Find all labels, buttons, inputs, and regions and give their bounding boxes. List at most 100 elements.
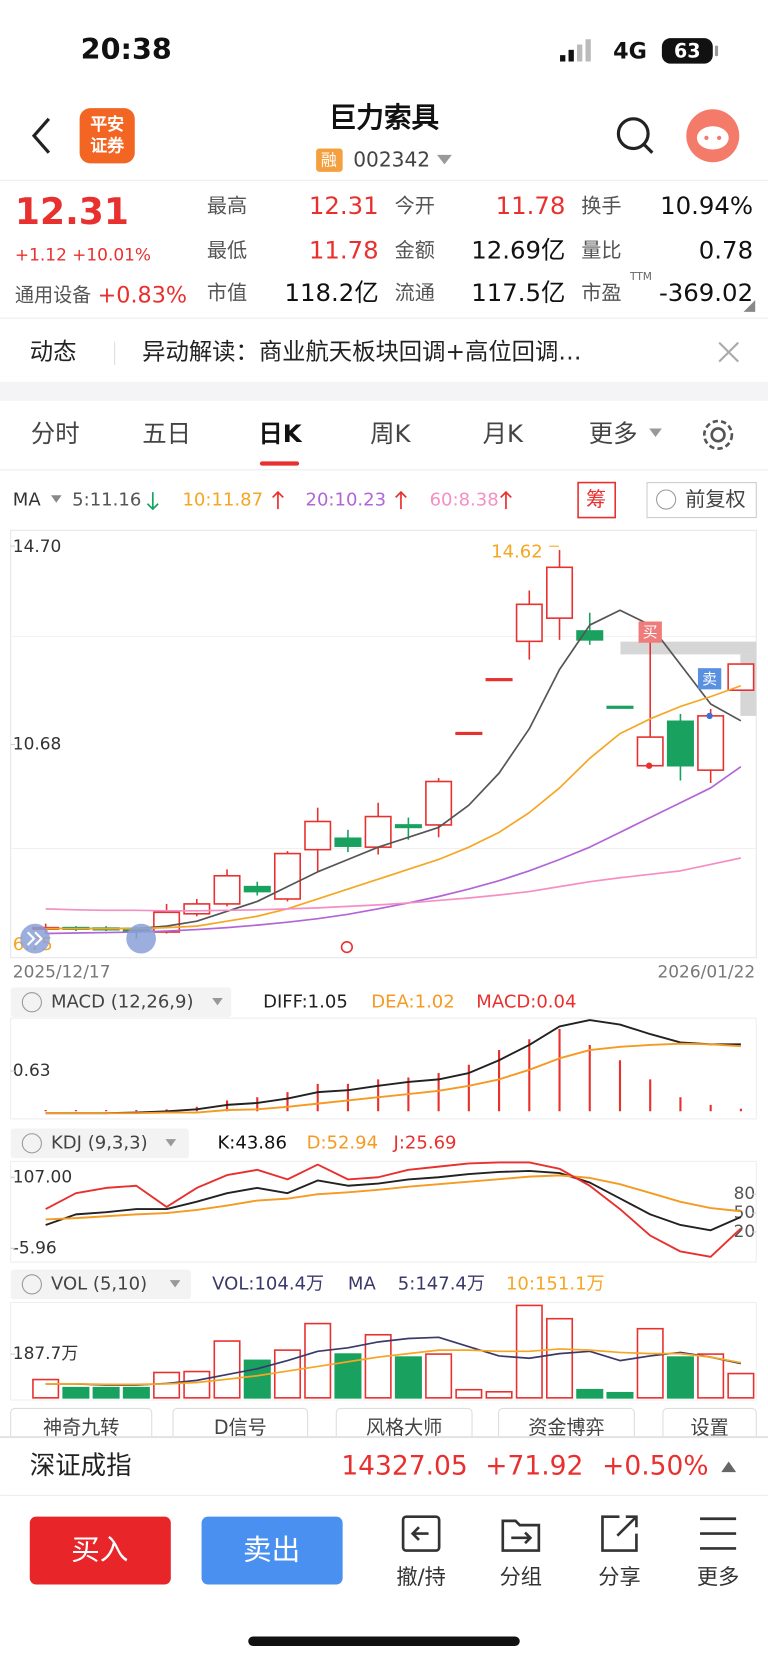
y-tick-label: 107.00 (13, 1166, 72, 1186)
stock-code: 002342 (353, 148, 430, 172)
tool-label: 风格大师 (366, 1416, 442, 1439)
field-label: 最高 (207, 193, 247, 217)
trend-arrow (272, 490, 284, 510)
battery-tip (714, 45, 719, 57)
action-label[interactable]: 分享 (598, 1565, 640, 1590)
code-dropdown[interactable] (437, 154, 452, 165)
candle-body (183, 903, 211, 915)
stock-name: 巨力索具 (329, 101, 440, 134)
tool-label: 设置 (691, 1416, 729, 1439)
trend-arrow (395, 490, 407, 510)
action-label[interactable]: 撤/持 (396, 1565, 446, 1590)
event-marker[interactable] (340, 941, 353, 954)
marker-icon[interactable] (126, 923, 156, 954)
adjust-text: 前复权 (685, 487, 745, 511)
news-text[interactable]: 异动解读：商业航天板块回调+高位回调… (142, 338, 581, 366)
y-tick-label: 20 (734, 1221, 756, 1241)
zone (620, 641, 757, 655)
field-label: 今开 (395, 193, 435, 217)
sell-button[interactable] (201, 1516, 343, 1585)
end-date: 2026/01/22 (657, 962, 755, 982)
y-tick-label: 80 (734, 1183, 756, 1203)
candle-body (455, 731, 483, 736)
candle-body (334, 837, 362, 847)
info-icon (656, 489, 677, 510)
index-change: +71.92 (485, 1450, 583, 1481)
logo (79, 108, 135, 164)
kdj-selector[interactable] (10, 1128, 189, 1159)
ma-legend: 60:8.38 (430, 490, 499, 511)
vol-legend: MA (348, 1273, 377, 1294)
ma-legend: 20:10.23 (306, 490, 387, 511)
field-label: 换手 (581, 193, 621, 217)
macd-legend: MACD:0.04 (476, 991, 576, 1012)
buy-label: 买入 (71, 1533, 128, 1567)
vol-ma-line (45, 1336, 742, 1386)
action-label[interactable]: 分组 (500, 1565, 542, 1590)
candle-body (515, 603, 543, 643)
badge (316, 148, 343, 172)
candle-body (576, 630, 604, 641)
volume-bar (636, 1327, 664, 1399)
signal (560, 39, 591, 62)
avatar[interactable] (686, 109, 740, 163)
ma-dropdown[interactable] (50, 495, 62, 503)
volume-bar (394, 1356, 422, 1399)
adjust-button[interactable] (646, 482, 757, 519)
field-value: 12.31 (309, 191, 379, 220)
macd-selector[interactable] (10, 987, 232, 1018)
kdj-legend: D:52.94 (307, 1132, 379, 1153)
vol-legend: 10:151.1万 (506, 1273, 605, 1294)
tab[interactable]: 五日 (142, 419, 191, 448)
volume-bar (666, 1356, 694, 1399)
volume-bar (183, 1370, 211, 1399)
dot (706, 712, 713, 720)
search-button[interactable] (616, 117, 654, 154)
field-value: 117.5亿 (471, 278, 565, 307)
volume-bar (213, 1340, 241, 1399)
back-button[interactable] (31, 117, 51, 154)
battery (661, 38, 713, 64)
chip-text: 筹 (586, 487, 606, 511)
buy-marker (638, 621, 662, 643)
y-tick-label: -5.96 (13, 1237, 57, 1257)
network: 4G (613, 38, 647, 64)
y-tick-label: 187.7万 (13, 1343, 79, 1363)
candle-body (364, 815, 392, 848)
more-dropdown[interactable] (649, 428, 662, 437)
index-expand[interactable] (721, 1461, 737, 1473)
tab[interactable]: 更多 (589, 419, 638, 448)
candle-body (213, 874, 241, 905)
info-icons (21, 992, 42, 1295)
action-icons (401, 1515, 737, 1552)
macd-label: MACD (12,26,9) (51, 991, 194, 1012)
volume-bar (92, 1386, 120, 1399)
home-indicator (248, 1636, 520, 1647)
ma-line (45, 766, 742, 935)
macd-legend: DIFF:1.05 (263, 991, 348, 1012)
sell-marker-text: 卖 (702, 671, 717, 688)
volume-bar (697, 1353, 725, 1399)
action-label[interactable]: 更多 (697, 1565, 739, 1590)
close-news[interactable] (718, 341, 739, 363)
buy-button[interactable] (29, 1516, 171, 1585)
settings-button[interactable] (702, 419, 734, 450)
field-label: 流通 (395, 280, 435, 304)
candle-body (636, 736, 664, 767)
field-value: 12.69亿 (471, 235, 565, 264)
field-label: 最低 (207, 238, 247, 262)
badge-text: 融 (321, 151, 337, 170)
kdj-frame (10, 1160, 757, 1263)
tab[interactable]: 分时 (31, 419, 80, 448)
tab[interactable]: 日K (258, 419, 302, 448)
news-tag: 动态 (30, 338, 77, 366)
macd-line (45, 1019, 741, 1115)
chip-button[interactable] (577, 481, 617, 519)
expand-corner[interactable] (743, 300, 756, 312)
field-label: 金额 (395, 238, 435, 262)
tab[interactable]: 周K (370, 419, 411, 448)
tab[interactable]: 月K (483, 419, 524, 448)
vol-selector[interactable] (10, 1269, 191, 1300)
macd-frame (10, 1017, 757, 1120)
